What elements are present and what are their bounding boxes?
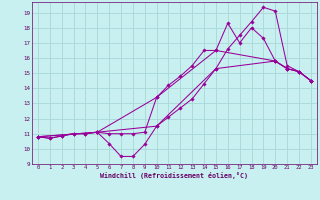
X-axis label: Windchill (Refroidissement éolien,°C): Windchill (Refroidissement éolien,°C) xyxy=(100,172,248,179)
